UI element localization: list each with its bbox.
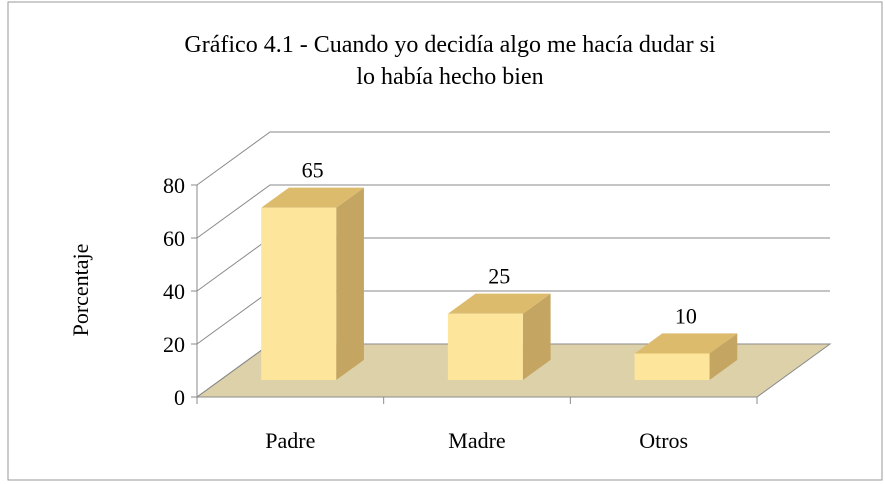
data-label: 10	[675, 303, 697, 328]
bar-side	[522, 293, 551, 381]
data-label: 65	[302, 158, 324, 183]
bar	[261, 207, 337, 381]
grid-line	[196, 184, 830, 239]
bar-top	[447, 293, 551, 314]
y-tick-label: 0	[174, 385, 185, 410]
y-tick-label: 40	[163, 279, 185, 304]
bar-side	[709, 333, 738, 381]
bar	[447, 313, 523, 381]
x-tick-label: Otros	[639, 428, 688, 453]
y-tick-label: 60	[163, 226, 185, 251]
bar-top	[634, 333, 738, 354]
chart-title: Gráfico 4.1 - Cuando yo decidía algo me …	[184, 32, 715, 58]
grid-line	[196, 131, 830, 186]
y-tick-label: 20	[163, 332, 185, 357]
data-label: 25	[488, 264, 510, 289]
bar-side	[336, 187, 364, 381]
x-tick-label: Padre	[265, 428, 315, 453]
chart-title: lo había hecho bien	[356, 64, 543, 90]
bar	[634, 353, 710, 381]
chart-frame	[7, 1, 883, 481]
bar-top	[261, 187, 364, 208]
y-axis-label: Porcentaje	[68, 244, 93, 337]
x-tick-label: Madre	[448, 428, 505, 453]
y-tick-label: 80	[163, 173, 185, 198]
